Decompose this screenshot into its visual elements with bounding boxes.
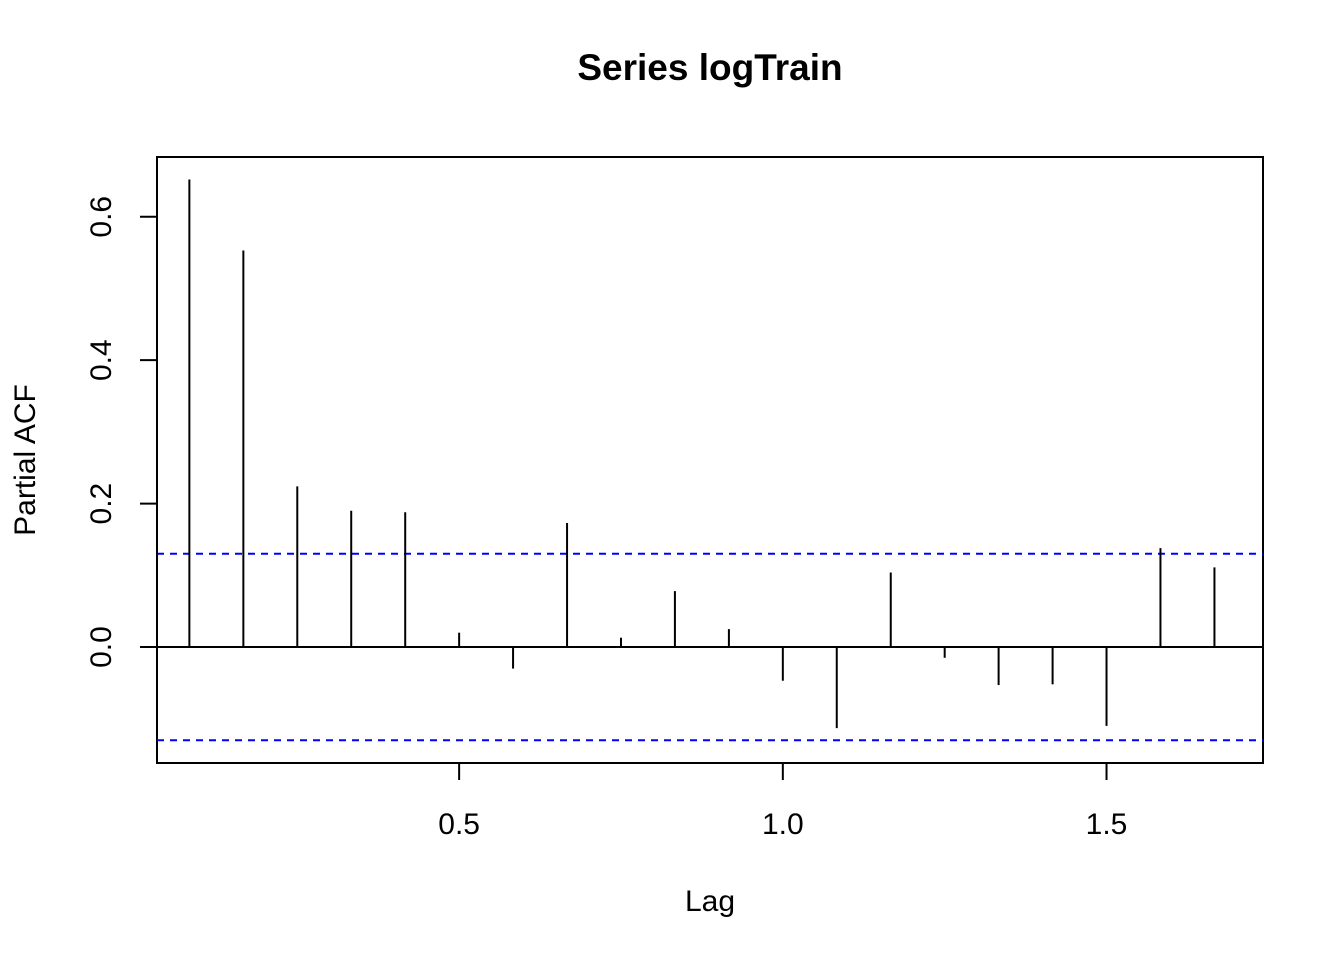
y-tick-label: 0.4	[85, 339, 118, 381]
chart-title: Series logTrain	[577, 47, 842, 88]
y-axis: 0.0 0.2 0.4 0.6	[85, 196, 158, 668]
x-axis: 0.5 1.0 1.5	[438, 762, 1128, 841]
y-tick-label: 0.2	[85, 483, 118, 525]
x-tick-label: 0.5	[438, 808, 480, 841]
x-axis-label: Lag	[685, 885, 735, 918]
plot-frame	[156, 156, 1264, 764]
y-tick-label: 0.6	[85, 196, 118, 238]
y-axis-label: Partial ACF	[9, 384, 42, 536]
plot-area	[156, 156, 1264, 764]
x-tick-label: 1.0	[762, 808, 804, 841]
x-tick-label: 1.5	[1086, 808, 1128, 841]
y-tick-label: 0.0	[85, 626, 118, 668]
